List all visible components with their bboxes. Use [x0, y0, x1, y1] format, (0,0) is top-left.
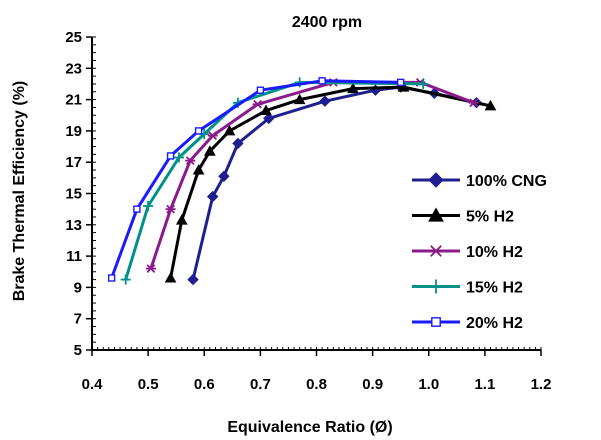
- legend-marker: [428, 172, 444, 188]
- series-15-h2: [120, 77, 429, 285]
- x-tick-label: 1.1: [474, 376, 495, 393]
- legend-label: 10% H2: [466, 244, 523, 261]
- data-point: [232, 137, 244, 150]
- legend-marker: [428, 207, 444, 222]
- data-point: [484, 99, 497, 111]
- data-point: [252, 99, 263, 109]
- legend: 100% CNG 5% H2 10% H2 15% H2 20% H2: [412, 172, 547, 332]
- data-point: [218, 170, 230, 182]
- legend-marker: [429, 279, 443, 294]
- marker-stroke: [208, 131, 218, 140]
- legend-marker: [431, 317, 441, 327]
- marker-stroke: [469, 98, 479, 108]
- data-point: [187, 273, 199, 286]
- marker-stroke: [253, 99, 262, 109]
- x-tick-label: 0.5: [138, 376, 159, 393]
- data-point: [107, 274, 116, 282]
- series-line: [169, 85, 491, 279]
- data-point: [347, 82, 359, 94]
- legend-item: 100% CNG: [412, 172, 547, 190]
- series-5-h2: [164, 81, 497, 283]
- series-line: [149, 80, 475, 270]
- y-tick-label: 21: [65, 92, 82, 109]
- x-tick-label: 0.6: [194, 376, 215, 393]
- y-tick-label: 5: [74, 342, 82, 359]
- data-point: [145, 264, 156, 274]
- y-axis-title: Brake Thermal Efficiency (%): [11, 81, 28, 302]
- y-tick-label: 17: [65, 154, 82, 171]
- x-tick-label: 0.8: [306, 376, 327, 393]
- data-point: [206, 190, 219, 203]
- series-20-h2: [107, 77, 405, 282]
- legend-item: 5% H2: [412, 207, 514, 226]
- y-tick-label: 19: [65, 123, 82, 140]
- x-tick-label: 0.9: [362, 376, 383, 393]
- series-line: [124, 80, 424, 281]
- data-point: [468, 98, 479, 108]
- legend-marker: [429, 245, 443, 257]
- y-tick-label: 9: [74, 279, 82, 296]
- data-point: [173, 152, 184, 163]
- data-point: [397, 81, 410, 92]
- y-tick-label: 7: [74, 311, 82, 328]
- data-point: [318, 77, 326, 85]
- legend-label: 15% H2: [466, 280, 523, 297]
- data-point: [396, 78, 405, 87]
- y-tick-label: 25: [65, 29, 82, 46]
- series-line: [110, 79, 401, 279]
- data-point: [207, 131, 218, 140]
- data-point: [256, 86, 265, 94]
- marker-stroke: [430, 245, 442, 257]
- data-point: [260, 104, 272, 116]
- x-tick-label: 1.2: [531, 376, 552, 393]
- y-tick-label: 13: [65, 217, 82, 234]
- data-point: [223, 124, 236, 136]
- legend-item: 20% H2: [412, 315, 523, 332]
- data-point: [263, 112, 275, 125]
- legend-label: 5% H2: [466, 209, 514, 226]
- data-point: [165, 204, 176, 214]
- legend-item: 15% H2: [412, 279, 523, 297]
- data-point: [192, 163, 205, 175]
- axes: [91, 37, 541, 351]
- legend-label: 20% H2: [466, 315, 523, 332]
- data-point: [166, 152, 175, 160]
- marker-stroke: [166, 204, 175, 214]
- marker-stroke: [146, 264, 156, 274]
- data-point: [164, 271, 177, 283]
- y-tick-label: 23: [65, 60, 82, 77]
- x-tick-label: 0.7: [250, 376, 271, 393]
- marker-stroke: [185, 156, 195, 166]
- data-point: [185, 156, 196, 166]
- data-point: [418, 78, 429, 89]
- data-point: [143, 201, 154, 212]
- data-point: [194, 127, 203, 135]
- data-point: [120, 274, 131, 285]
- y-axis-ticks: 5 7 9 11 13 15 17 19 21 23 25: [65, 29, 96, 359]
- data-point: [175, 214, 188, 225]
- legend-label: 100% CNG: [466, 173, 547, 190]
- chart-title: 2400 rpm: [292, 14, 362, 31]
- x-tick-label: 1.0: [418, 376, 439, 393]
- x-axis-ticks: 0.4 0.5 0.6 0.7 0.8 0.9 1.0 1.1 1.2: [82, 347, 552, 393]
- legend-item: 10% H2: [412, 244, 523, 261]
- data-point: [319, 95, 331, 107]
- data-point: [133, 205, 141, 213]
- y-tick-label: 11: [66, 248, 82, 265]
- x-tick-label: 0.4: [82, 376, 104, 393]
- x-axis-title: Equivalence Ratio (Ø): [227, 419, 392, 436]
- data-point: [204, 145, 216, 156]
- y-tick-label: 15: [65, 186, 82, 203]
- plot-series: [107, 77, 497, 286]
- data-point: [293, 93, 306, 105]
